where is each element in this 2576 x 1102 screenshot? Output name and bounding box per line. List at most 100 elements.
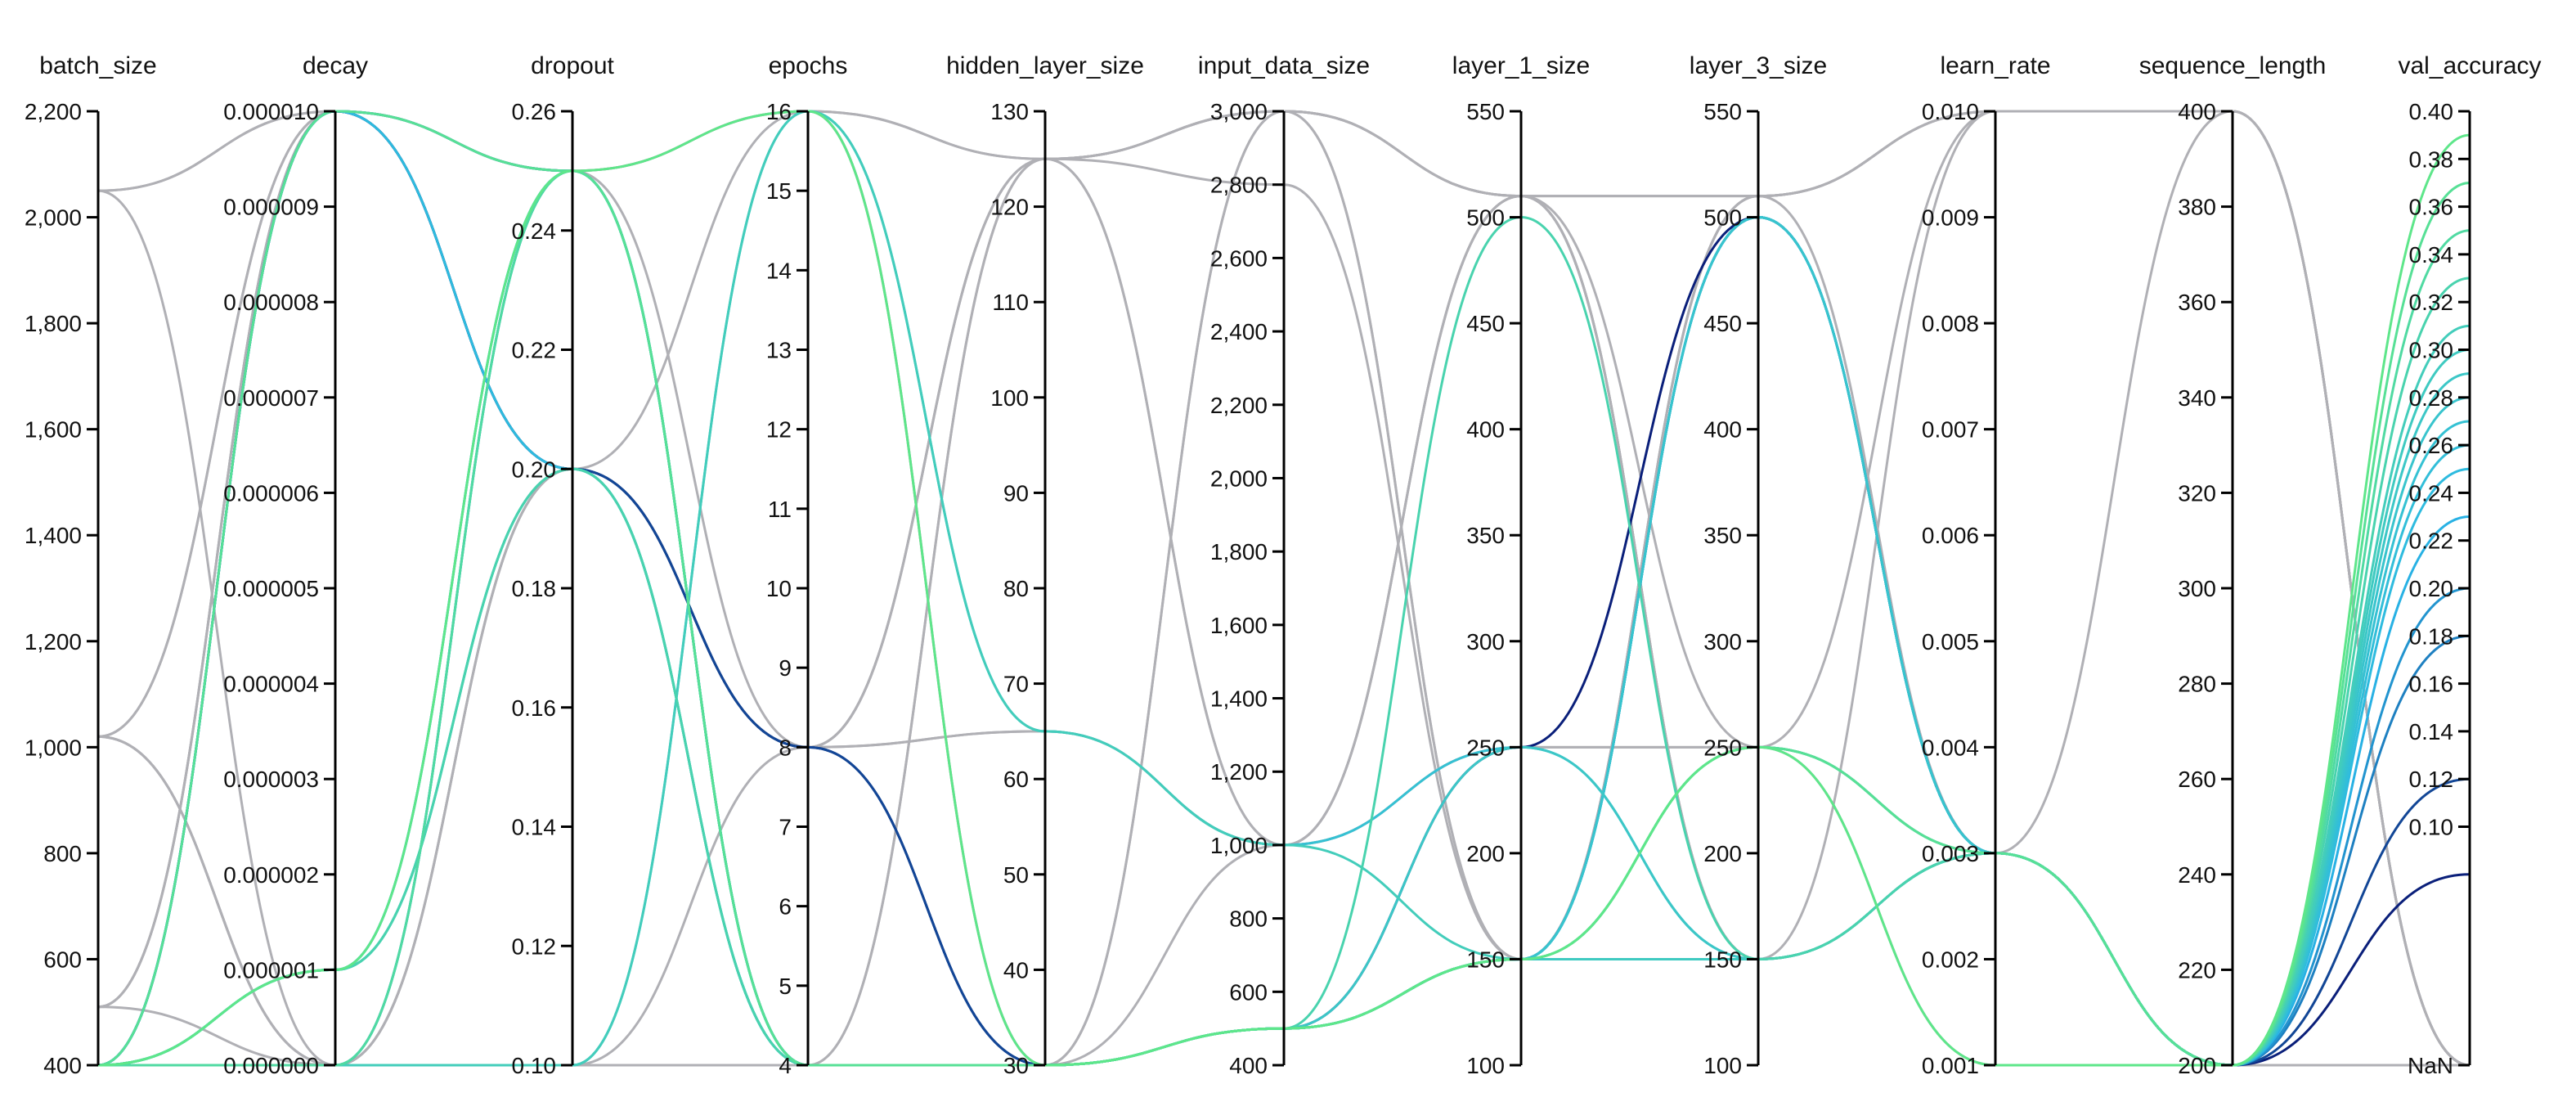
tick-label: 1,800	[1210, 539, 1268, 564]
tick-label: 0.003	[1922, 841, 1979, 866]
axis-hidden_layer_size: hidden_layer_size 30 40 50 60 70 80 90 100 110 120…	[946, 52, 1144, 1078]
tick-label: 0.16	[2409, 672, 2454, 697]
tick-label: 0.18	[2409, 623, 2454, 649]
tick-label: 1,200	[1210, 759, 1268, 785]
tick-label: 90	[1003, 480, 1029, 506]
axis-title: layer_1_size	[1452, 52, 1590, 79]
tick-label: 550	[1466, 99, 1505, 124]
tick-label: 300	[1703, 629, 1742, 654]
axis-title: input_data_size	[1198, 52, 1370, 79]
tick-label: 150	[1466, 947, 1505, 972]
tick-label: 400	[1466, 417, 1505, 443]
tick-label: 0.006	[1922, 523, 1979, 548]
tick-label: 110	[992, 290, 1029, 315]
tick-label: 450	[1466, 311, 1505, 336]
tick-label: 0.000009	[223, 195, 319, 220]
tick-label: 0.000004	[223, 672, 319, 697]
tick-label: 0.000010	[223, 99, 319, 124]
tick-label: 0.32	[2409, 290, 2454, 315]
tick-label: 0.010	[1922, 99, 1979, 124]
tick-label: 100	[1466, 1053, 1505, 1078]
tick-label: 130	[990, 99, 1029, 124]
tick-label: 13	[766, 338, 792, 363]
run-line	[97, 110, 2471, 1067]
tick-label: 40	[1003, 957, 1029, 983]
tick-label: 10	[766, 576, 792, 601]
tick-label: 0.18	[512, 576, 557, 601]
axes: batch_size 400 600 800 1,000 1,200 1,400 1,600 1…	[25, 52, 2542, 1078]
tick-label: 220	[2178, 957, 2216, 983]
tick-label: 0.14	[2409, 719, 2454, 744]
axis-title: dropout	[531, 52, 614, 79]
tick-label: 0.24	[512, 218, 557, 244]
tick-label: 0.009	[1922, 205, 1979, 231]
tick-label: 600	[1229, 979, 1268, 1005]
tick-label: 0.12	[2409, 767, 2454, 792]
axis-val_accuracy: val_accuracy 0.10 0.12 0.14 0.16 0.18 0.20 0.22…	[2398, 52, 2541, 1078]
tick-label: 0.000007	[223, 385, 319, 411]
tick-label: 0.000003	[223, 767, 319, 792]
tick-label: 340	[2178, 385, 2216, 411]
tick-label: 70	[1003, 672, 1029, 697]
tick-label: 200	[2178, 1053, 2216, 1078]
tick-label: 3,000	[1210, 99, 1268, 124]
axis-title: val_accuracy	[2398, 52, 2541, 79]
tick-label: 4	[779, 1053, 792, 1078]
tick-label: 1,000	[1210, 833, 1268, 858]
tick-label: 0.14	[512, 815, 557, 840]
tick-label: 1,800	[25, 311, 82, 336]
tick-label: 200	[1703, 841, 1742, 866]
tick-label: 0.20	[2409, 576, 2454, 601]
tick-label: 450	[1703, 311, 1742, 336]
tick-label: 0.004	[1922, 735, 1979, 760]
tick-label: 100	[1703, 1053, 1742, 1078]
tick-label: 8	[779, 735, 792, 760]
tick-label: 0.000002	[223, 862, 319, 888]
tick-label: 350	[1466, 523, 1505, 548]
tick-label: 400	[1229, 1053, 1268, 1078]
tick-label: 0.40	[2409, 99, 2454, 124]
tick-label: 240	[2178, 862, 2216, 888]
tick-label: 12	[766, 417, 792, 443]
tick-label: 0.26	[2409, 433, 2454, 458]
tick-label: 60	[1003, 767, 1029, 792]
tick-label: 0.38	[2409, 146, 2454, 172]
tick-label: 300	[2178, 576, 2216, 601]
tick-label: 1,000	[25, 735, 82, 760]
tick-label: 360	[2178, 290, 2216, 315]
tick-label: 320	[2178, 480, 2216, 506]
tick-label: 50	[1003, 862, 1029, 888]
tick-label: 0.16	[512, 695, 557, 721]
tick-label: 5	[779, 974, 792, 999]
tick-label: 0.002	[1922, 947, 1979, 972]
axis-sequence_length: sequence_length 200 220 240 260 280 300 320 340 3…	[2139, 52, 2327, 1078]
axis-title: batch_size	[39, 52, 156, 79]
tick-label: 16	[766, 99, 792, 124]
tick-label: 1,600	[25, 417, 82, 443]
tick-label: 1,600	[1210, 613, 1268, 638]
tick-label: 0.001	[1922, 1053, 1979, 1078]
tick-label: 400	[43, 1053, 82, 1078]
axis-decay: decay 0.000000 0.000001 0.000002 0.000003 0.0…	[223, 52, 368, 1078]
tick-label: 800	[1229, 906, 1268, 932]
tick-label: 0.10	[2409, 815, 2454, 840]
axis-title: decay	[303, 52, 368, 79]
tick-label: 9	[779, 655, 792, 681]
run-line	[97, 110, 2471, 1067]
tick-label: 500	[1466, 205, 1505, 231]
tick-label: 0.30	[2409, 338, 2454, 363]
tick-label: 1,400	[1210, 686, 1268, 712]
tick-label: 100	[990, 385, 1029, 411]
axis-batch_size: batch_size 400 600 800 1,000 1,200 1,400 1,600 1…	[25, 52, 157, 1078]
tick-label: NaN	[2408, 1053, 2453, 1078]
tick-label: 7	[779, 815, 792, 840]
tick-label: 1,400	[25, 523, 82, 548]
axis-learn_rate: learn_rate 0.001 0.002 0.003 0.004 0.005 0.006…	[1922, 52, 2051, 1078]
tick-label: 250	[1466, 735, 1505, 760]
tick-label: 380	[2178, 195, 2216, 220]
tick-label: 0.34	[2409, 242, 2454, 268]
tick-label: 6	[779, 894, 792, 920]
tick-label: 2,200	[1210, 393, 1268, 418]
axis-title: epochs	[769, 52, 848, 79]
